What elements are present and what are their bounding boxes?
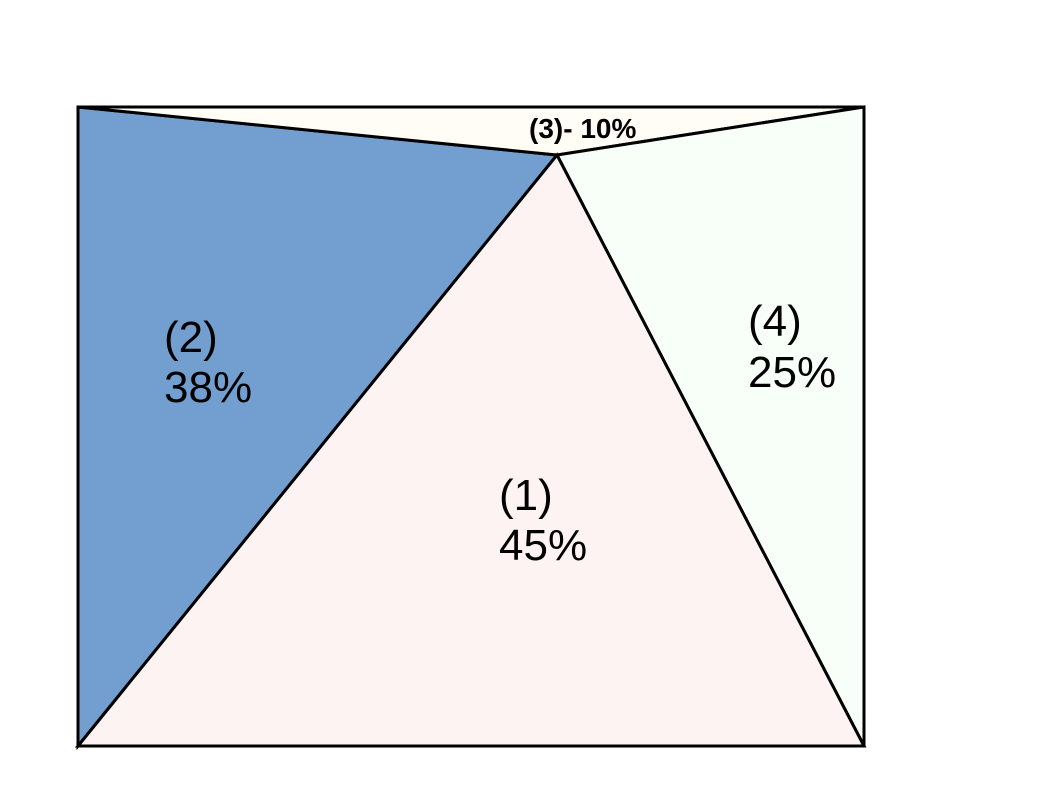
region-1-number-label: (1) [499, 471, 553, 520]
region-4-number-label: (4) [748, 297, 802, 346]
region-3-label: (3)- 10% [529, 113, 636, 144]
region-2-number-label: (2) [164, 313, 218, 362]
region-4-percent-label: 25% [748, 348, 836, 397]
region-2-percent-label: 38% [164, 363, 252, 412]
outer-border [76, 105, 866, 748]
region-1-percent-label: 45% [499, 521, 587, 570]
